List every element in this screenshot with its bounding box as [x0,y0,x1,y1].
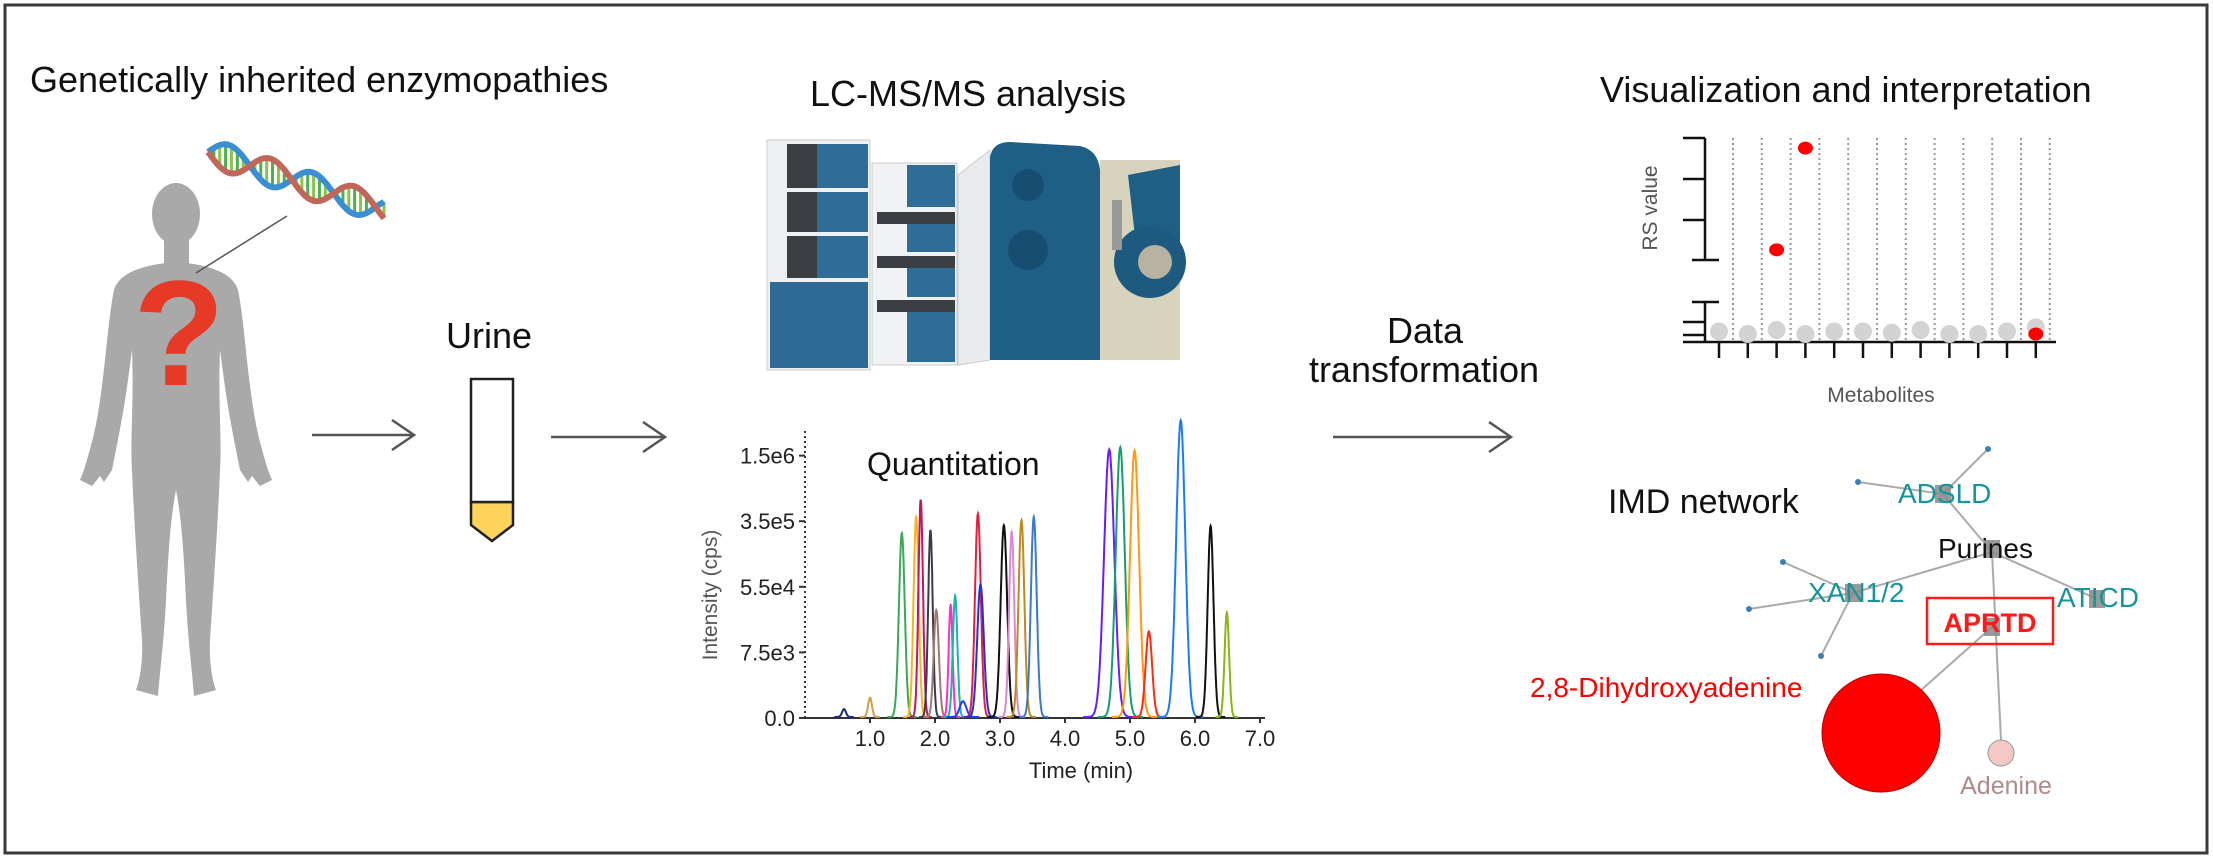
node-aticd[interactable]: ATICD [2057,582,2139,613]
x-tick-label: 6.0 [1180,726,1211,751]
y-tick-label: 1.5e6 [740,444,795,469]
chromatogram-peak [1019,513,1049,718]
reference-point [1738,325,1757,343]
y-tick-label: 5.5e4 [740,575,795,600]
chart-title-quantitation: Quantitation [867,446,1040,482]
reference-point [1710,322,1728,341]
x-tick-label: 4.0 [1050,726,1081,751]
node-adsld[interactable]: ADSLD [1898,478,1991,509]
reference-point [1767,321,1786,340]
x-axis-label: Time (min) [1029,758,1133,783]
network-leaf-nodes [1746,446,1991,659]
chromatogram-peak [1006,517,1037,718]
x-tick-label: 7.0 [1245,726,1276,751]
patient-point [2028,327,2044,341]
patient-point [1797,141,1813,155]
node-purines[interactable]: Purines [1938,533,2033,564]
node-adenine-label: Adenine [1960,772,2052,800]
section-title-genetic: Genetically inherited enzymopathies [30,59,608,100]
y-tick-label: 3.5e5 [740,509,795,534]
node-adenine-circle[interactable] [1987,739,2015,767]
node-aprtd[interactable]: APRTD [1944,608,2037,638]
reference-point [1825,322,1844,341]
chromatogram-peak [1111,447,1158,718]
section-title-visualization: Visualization and interpretation [1600,69,2092,110]
dna-helix-icon [205,141,387,221]
reference-point [1911,321,1930,340]
network-hub-nodes [1845,485,2105,636]
urine-tube-icon [469,377,515,543]
reference-point [1998,322,2016,341]
chromatogram-peak [834,707,854,718]
lc-stack-2 [871,162,958,366]
arrow-to-lcms [551,420,668,454]
dna-pointer-line [195,215,288,274]
section-title-network: IMD network [1608,483,1800,521]
question-mark-icon: ? [133,249,225,417]
transform-label-line1: Data [1387,310,1464,351]
chromatogram-peak [1083,447,1136,718]
section-title-lcms: LC-MS/MS analysis [810,73,1126,114]
lc-ms-instrument-image [766,139,1186,371]
reference-point [1882,323,1901,342]
y-tick-label: 7.5e3 [740,640,795,665]
x-tick-label: 3.0 [985,726,1016,751]
arrow-to-urine [312,418,417,452]
dna-strand [205,150,387,221]
arrow-to-visualization [1333,420,1514,454]
x-tick-label: 1.0 [855,726,886,751]
chromatogram-peak [919,529,942,718]
chromatogram-peak [987,522,1021,718]
lc-stack-1 [766,139,871,371]
chromatogram-peak [860,696,880,718]
y-axis-label: RS value [1639,165,1662,250]
mass-spectrometer [957,142,1186,366]
reference-point [1969,325,1988,343]
rs-value-chart: RS value Metabolites [1639,136,2056,407]
reference-point [1796,325,1815,343]
transform-label-line2: transformation [1309,349,1539,390]
chromatogram-peak [946,700,980,718]
chromatogram-peak [1158,417,1204,718]
node-dha-label: 2,8-Dihydroxyadenine [1530,672,1802,703]
x-tick-label: 2.0 [920,726,951,751]
y-tick-label: 0.0 [764,706,795,731]
node-xan[interactable]: XAN1/2 [1808,577,1905,608]
urine-label: Urine [446,315,532,356]
dna-strand [206,141,386,219]
x-axis-label: Metabolites [1827,384,1934,407]
human-body-icon [80,183,272,696]
y-axis-label: Intensity (cps) [699,530,722,661]
x-tick-label: 5.0 [1115,726,1146,751]
chromatogram-chart: Quantitation 0.0 7.5e3 5.5e4 3.5e5 1.5e6 1.0… [699,417,1276,783]
aprtd-highlight-box [1925,596,2055,646]
chromatogram-peak [1215,609,1239,718]
reference-point [1854,322,1872,341]
patient-point [1769,243,1785,257]
reference-point [1940,325,1959,343]
node-dha-circle[interactable] [1821,673,1941,793]
